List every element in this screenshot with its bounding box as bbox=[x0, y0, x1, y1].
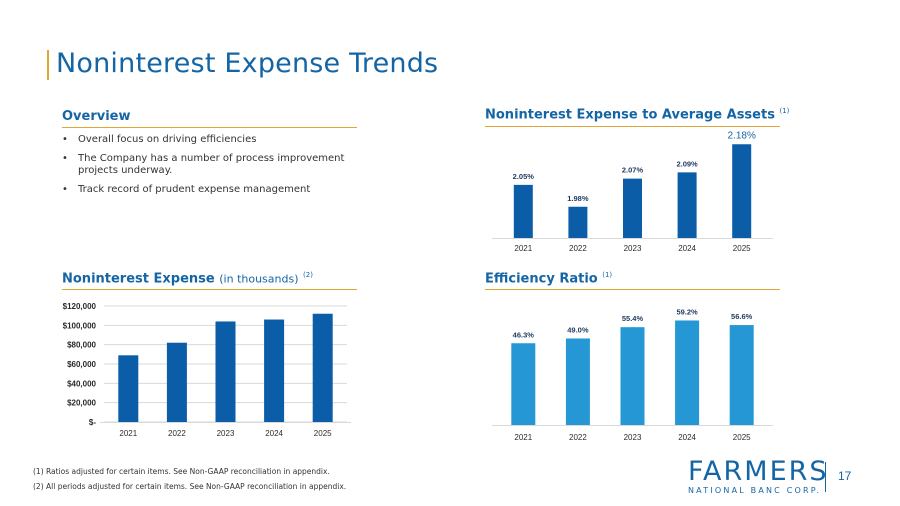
x-tick-label: 2024 bbox=[678, 433, 696, 442]
y-tick-label: $100,000 bbox=[63, 321, 97, 330]
data-label: 1.98% bbox=[567, 194, 589, 203]
x-tick-label: 2022 bbox=[569, 244, 587, 253]
expense-note: (2) bbox=[303, 271, 313, 279]
logo-name: FARMERS bbox=[688, 456, 829, 487]
expense-title: Noninterest Expense bbox=[62, 271, 215, 287]
x-tick-label: 2023 bbox=[624, 433, 642, 442]
assets-ratio-rule bbox=[485, 126, 780, 127]
farmers-logo: FARMERS NATIONAL BANC CORP. bbox=[688, 456, 829, 496]
x-tick-label: 2022 bbox=[569, 433, 587, 442]
expense-rule bbox=[62, 289, 357, 290]
assets-ratio-note: (1) bbox=[779, 107, 790, 115]
page-title: Noninterest Expense Trends bbox=[56, 48, 439, 79]
efficiency-note: (1) bbox=[602, 271, 613, 279]
overview-bullet: Overall focus on driving efficiencies bbox=[62, 134, 382, 147]
bar bbox=[729, 325, 754, 425]
expense-chart: $- $20,000 $40,000 $60,000 $80,000 $100,000 $1… bbox=[63, 302, 351, 438]
x-tick-label: 2024 bbox=[678, 244, 696, 253]
efficiency-heading: Efficiency Ratio (1) bbox=[485, 271, 612, 286]
efficiency-title: Efficiency Ratio bbox=[485, 271, 598, 287]
x-tick-label: 2025 bbox=[733, 244, 751, 253]
assets-ratio-title: Noninterest Expense to Average Assets bbox=[485, 107, 775, 123]
efficiency-chart: 46.3% 2021 49.0% 2022 55.4% 2023 59.2% 2024 56.6… bbox=[492, 307, 773, 442]
bar bbox=[623, 178, 642, 238]
bar bbox=[166, 342, 187, 422]
footnote-1: (1) Ratios adjusted for certain items. S… bbox=[33, 467, 330, 476]
x-tick-label: 2021 bbox=[119, 429, 137, 438]
data-label: 2.09% bbox=[676, 159, 698, 168]
y-tick-label: $40,000 bbox=[67, 379, 96, 388]
x-tick-label: 2022 bbox=[168, 429, 186, 438]
x-tick-label: 2025 bbox=[733, 433, 751, 442]
bar bbox=[513, 184, 533, 238]
x-tick-label: 2025 bbox=[314, 429, 332, 438]
bar bbox=[568, 206, 588, 238]
x-tick-label: 2021 bbox=[514, 244, 532, 253]
data-label: 55.4% bbox=[622, 314, 644, 323]
assets-ratio-heading: Noninterest Expense to Average Assets (1… bbox=[485, 107, 789, 122]
data-label: 2.07% bbox=[622, 166, 644, 175]
bar bbox=[215, 321, 236, 422]
bar bbox=[620, 327, 645, 425]
y-tick-label: $- bbox=[89, 418, 96, 427]
title-accent-bar bbox=[47, 50, 49, 80]
bar bbox=[312, 313, 333, 422]
data-label: 46.3% bbox=[513, 330, 535, 339]
data-label: 2.05% bbox=[513, 172, 535, 181]
logo-divider bbox=[825, 462, 826, 492]
x-tick-label: 2023 bbox=[217, 429, 235, 438]
expense-subtitle: (in thousands) bbox=[219, 272, 299, 286]
data-label: 59.2% bbox=[676, 307, 698, 316]
efficiency-rule bbox=[485, 289, 780, 290]
data-label: 2.18% bbox=[728, 130, 756, 141]
page-number: 17 bbox=[838, 469, 852, 483]
overview-heading: Overview bbox=[62, 109, 131, 124]
overview-rule bbox=[62, 127, 357, 128]
x-tick-label: 2023 bbox=[624, 244, 642, 253]
y-tick-label: $60,000 bbox=[67, 360, 96, 369]
expense-heading: Noninterest Expense (in thousands) (2) bbox=[62, 271, 313, 286]
overview-bullet: The Company has a number of process impr… bbox=[62, 153, 382, 178]
bar bbox=[511, 343, 536, 425]
overview-bullet: Track record of prudent expense manageme… bbox=[62, 184, 382, 197]
bar bbox=[732, 144, 752, 238]
footnote-2: (2) All periods adjusted for certain ite… bbox=[33, 482, 347, 491]
y-tick-label: $20,000 bbox=[67, 399, 96, 408]
bar bbox=[565, 338, 590, 425]
overview-bullets: Overall focus on driving efficiencies Th… bbox=[62, 134, 382, 202]
x-tick-label: 2024 bbox=[265, 429, 283, 438]
bar bbox=[675, 320, 700, 425]
bar bbox=[118, 355, 139, 422]
data-label: 49.0% bbox=[567, 325, 589, 334]
y-tick-label: $120,000 bbox=[63, 302, 97, 311]
assets-ratio-chart: 2.05% 2021 1.98% 2022 2.07% 2023 2.09% 2024 2.18… bbox=[492, 130, 773, 253]
x-tick-label: 2021 bbox=[514, 433, 532, 442]
data-label: 56.6% bbox=[731, 312, 753, 321]
y-tick-label: $80,000 bbox=[67, 341, 96, 350]
logo-tagline: NATIONAL BANC CORP. bbox=[688, 486, 822, 495]
bar bbox=[264, 319, 285, 422]
bar bbox=[677, 172, 697, 238]
